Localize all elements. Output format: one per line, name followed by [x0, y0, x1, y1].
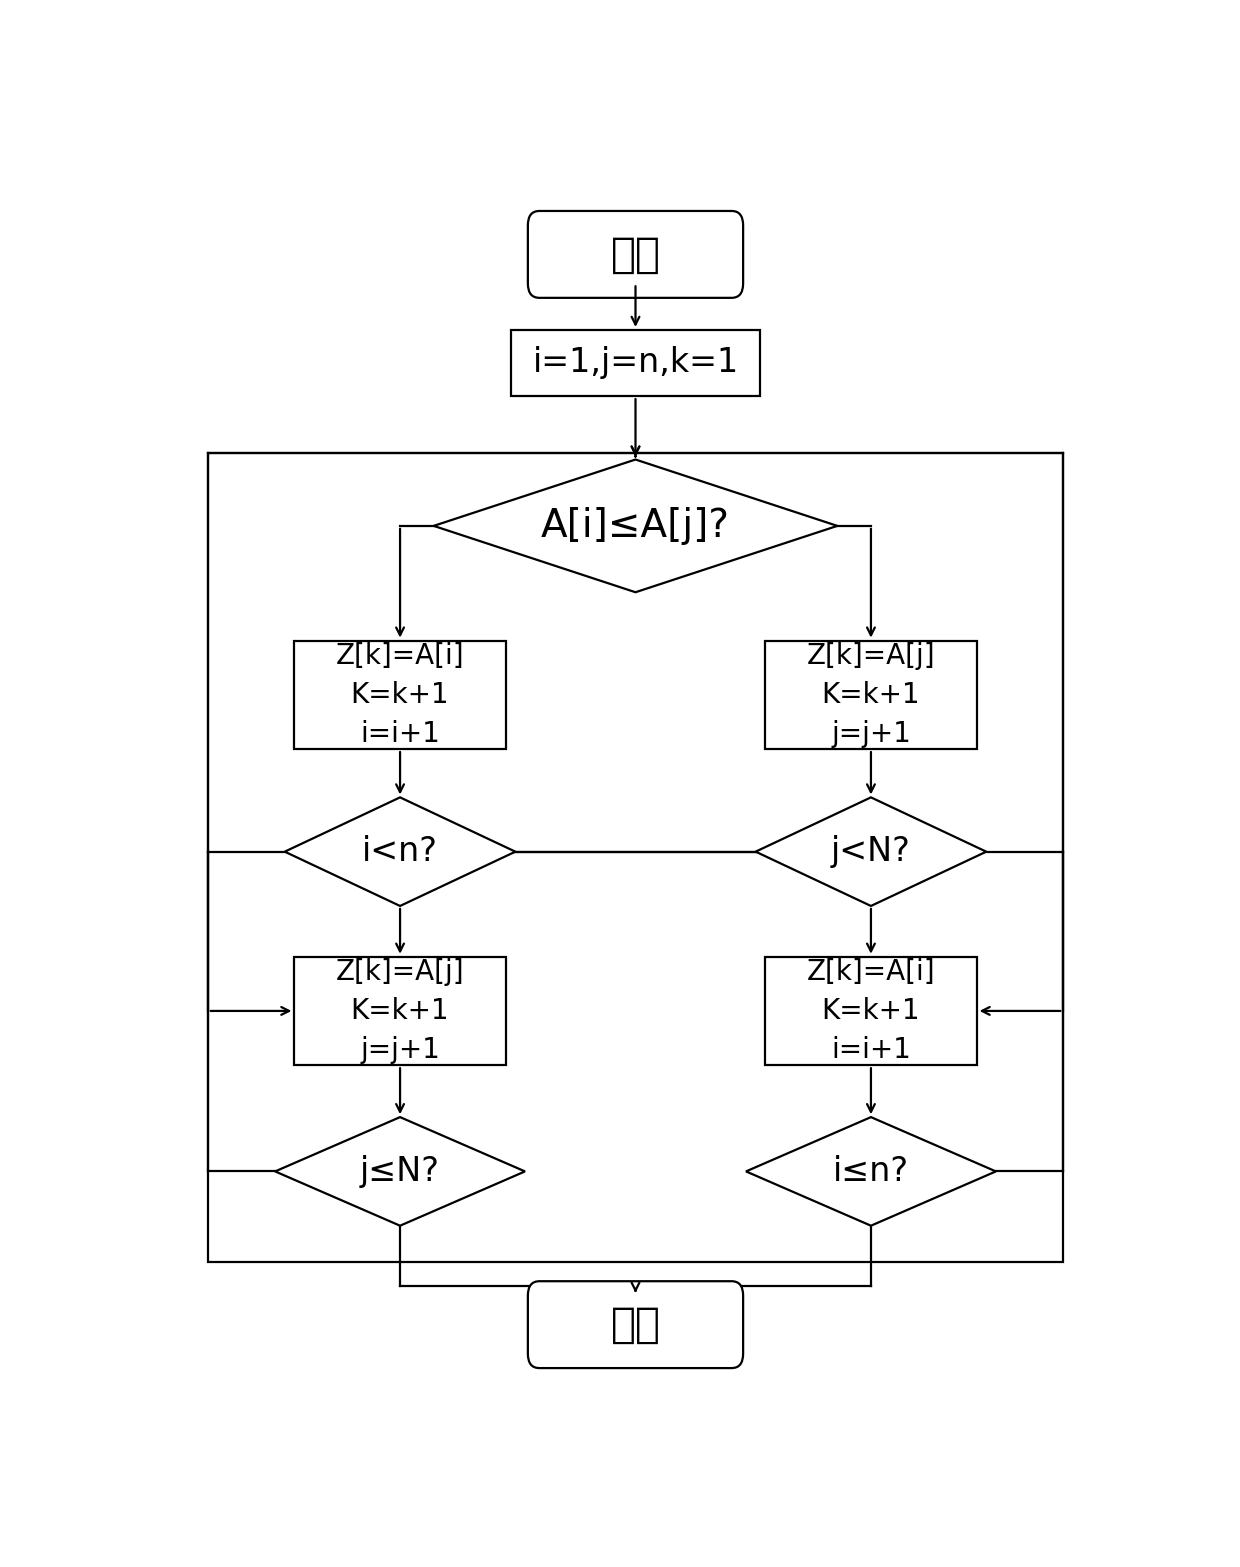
Text: Z[k]=A[i]
K=k+1
i=i+1: Z[k]=A[i] K=k+1 i=i+1	[807, 957, 935, 1064]
Text: 结束: 结束	[610, 1304, 661, 1346]
Text: i=1,j=n,k=1: i=1,j=n,k=1	[532, 346, 739, 379]
Text: Z[k]=A[j]
K=k+1
j=j+1: Z[k]=A[j] K=k+1 j=j+1	[807, 642, 935, 747]
Text: A[i]≤A[j]?: A[i]≤A[j]?	[541, 506, 730, 545]
Polygon shape	[746, 1117, 996, 1225]
Text: Z[k]=A[i]
K=k+1
i=i+1: Z[k]=A[i] K=k+1 i=i+1	[336, 642, 464, 747]
Bar	[294, 641, 506, 749]
Polygon shape	[434, 459, 837, 592]
Text: i<n?: i<n?	[362, 835, 438, 868]
Text: 开始: 开始	[610, 233, 661, 276]
Text: i≤n?: i≤n?	[833, 1155, 909, 1188]
Text: Z[k]=A[j]
K=k+1
j=j+1: Z[k]=A[j] K=k+1 j=j+1	[336, 957, 464, 1064]
Bar	[765, 641, 977, 749]
Polygon shape	[275, 1117, 525, 1225]
FancyBboxPatch shape	[528, 1282, 743, 1368]
Bar	[294, 956, 506, 1066]
Bar	[765, 956, 977, 1066]
Text: j<N?: j<N?	[831, 835, 911, 868]
Text: j≤N?: j≤N?	[360, 1155, 440, 1188]
FancyBboxPatch shape	[528, 212, 743, 298]
Polygon shape	[755, 798, 986, 906]
Polygon shape	[285, 798, 516, 906]
Bar	[511, 329, 760, 396]
Bar	[208, 453, 1063, 1261]
